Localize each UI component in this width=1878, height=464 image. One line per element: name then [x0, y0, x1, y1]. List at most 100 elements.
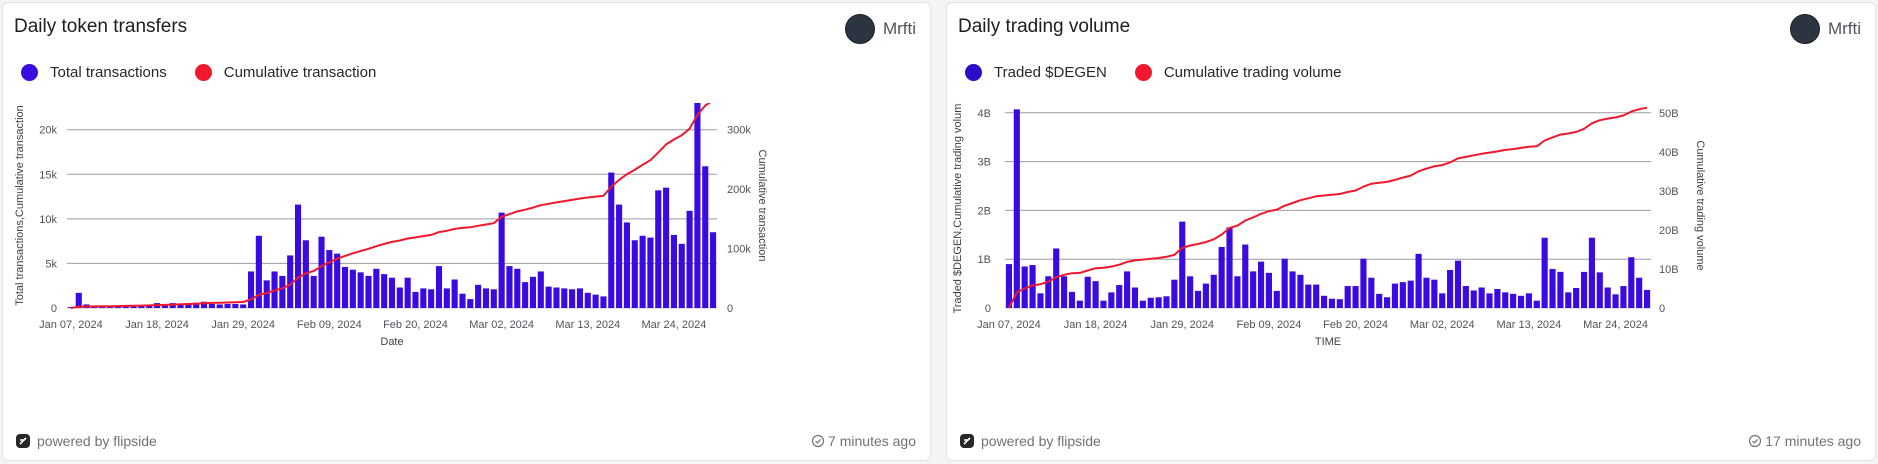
- bar: [670, 234, 677, 308]
- bar: [631, 240, 638, 308]
- author-link[interactable]: Mrfti: [844, 14, 916, 44]
- bar: [623, 222, 630, 308]
- bar: [1139, 300, 1146, 308]
- bar: [1336, 299, 1343, 308]
- avatar: [844, 14, 875, 44]
- bar: [216, 304, 223, 308]
- bar: [1391, 283, 1399, 308]
- x-tick-label: Mar 13, 2024: [555, 319, 620, 331]
- bar: [1415, 253, 1422, 308]
- bar: [1194, 290, 1202, 308]
- bar: [1163, 296, 1170, 308]
- x-tick-label: Jan 18, 2024: [125, 319, 189, 331]
- bar: [584, 292, 591, 308]
- bar: [396, 287, 403, 308]
- bar: [1187, 276, 1194, 308]
- bar: [1273, 290, 1280, 308]
- bar: [1328, 298, 1336, 308]
- legend-item-line[interactable]: Cumulative trading volume: [1134, 64, 1341, 81]
- legend-item-bars[interactable]: Traded $DEGEN: [965, 64, 1107, 81]
- chart-trading-volume: 0 1B 2B 3B 4B 0 10B 20B 30B 40B 50B Jan 07, 2024 Jan…: [952, 103, 1706, 348]
- y2-axis-title: Cumulative transaction: [756, 150, 768, 262]
- bar: [428, 289, 435, 308]
- y2-tick-label: 10B: [1659, 264, 1679, 276]
- bar: [247, 271, 255, 308]
- bar: [420, 288, 427, 308]
- bar: [616, 204, 623, 308]
- bar: [1565, 292, 1572, 308]
- legend-dot-line: [1134, 64, 1152, 81]
- x-tick-label: Mar 02, 2024: [1410, 319, 1475, 331]
- x-tick-label: Feb 20, 2024: [1323, 319, 1388, 331]
- bar: [1092, 281, 1099, 308]
- y2-tick-label: 0: [727, 303, 733, 315]
- cumulative-line: [70, 103, 711, 309]
- bar: [1478, 287, 1485, 308]
- bar: [75, 292, 82, 308]
- author-name: Mrfti: [882, 19, 916, 38]
- bar: [1202, 283, 1209, 308]
- bar: [1257, 261, 1265, 308]
- powered-by[interactable]: powered by flipside: [15, 433, 157, 449]
- bar: [1352, 286, 1359, 308]
- bar: [232, 303, 239, 308]
- bar: [1573, 287, 1580, 308]
- bar: [99, 306, 106, 308]
- x-tick-label: Jan 07, 2024: [39, 319, 103, 331]
- panel-title: Daily trading volume: [958, 16, 1131, 37]
- powered-by[interactable]: powered by flipside: [959, 433, 1101, 449]
- bar: [1384, 297, 1391, 308]
- bar: [678, 243, 685, 308]
- bar: [506, 266, 513, 308]
- bar: [1297, 274, 1304, 308]
- bar: [208, 303, 215, 308]
- bar: [310, 275, 317, 308]
- bar: [373, 268, 380, 308]
- y2-tick-label: 50B: [1659, 108, 1679, 120]
- bar: [1541, 237, 1548, 308]
- x-tick-label: Mar 02, 2024: [469, 319, 534, 331]
- bar: [1517, 295, 1525, 308]
- bar: [702, 166, 709, 308]
- bar: [1399, 282, 1406, 308]
- bar: [1045, 276, 1052, 308]
- bar: [341, 267, 349, 308]
- bar: [1131, 287, 1139, 308]
- bar: [1265, 272, 1272, 308]
- bar: [467, 299, 474, 308]
- y2-tick-label: 200k: [727, 184, 751, 196]
- bar: [404, 277, 411, 308]
- bar: [1147, 297, 1154, 308]
- bar: [545, 286, 552, 308]
- bar: [1250, 271, 1257, 308]
- y2-tick-label: 40B: [1659, 147, 1679, 159]
- bar: [576, 288, 584, 308]
- bar: [349, 269, 356, 308]
- bar: [279, 275, 286, 308]
- legend-dot-line: [194, 64, 212, 81]
- legend: Total transactions Cumulative transactio…: [21, 64, 404, 81]
- avatar: [1789, 14, 1820, 44]
- bar: [639, 235, 646, 308]
- bar: [522, 282, 529, 308]
- y-tick-label: 0: [51, 303, 57, 315]
- bar: [1029, 265, 1036, 308]
- bar: [1423, 277, 1430, 308]
- flipside-logo-icon: [960, 434, 974, 448]
- bar: [138, 305, 145, 308]
- bar: [1005, 264, 1013, 308]
- legend-item-line[interactable]: Cumulative transaction: [194, 64, 376, 81]
- legend-item-bars[interactable]: Total transactions: [21, 64, 167, 81]
- author-link[interactable]: Mrfti: [1789, 14, 1861, 44]
- bar: [600, 296, 607, 308]
- x-axis-title: TIME: [1315, 336, 1341, 348]
- bar: [1021, 266, 1028, 308]
- bar: [694, 103, 701, 308]
- bar: [592, 294, 599, 308]
- bar: [381, 274, 388, 308]
- bar: [1486, 293, 1493, 308]
- bar: [443, 288, 450, 308]
- bar: [1179, 221, 1186, 308]
- panel-token-transfers: Daily token transfers Mrfti Total transa…: [2, 2, 931, 461]
- bar: [193, 302, 200, 308]
